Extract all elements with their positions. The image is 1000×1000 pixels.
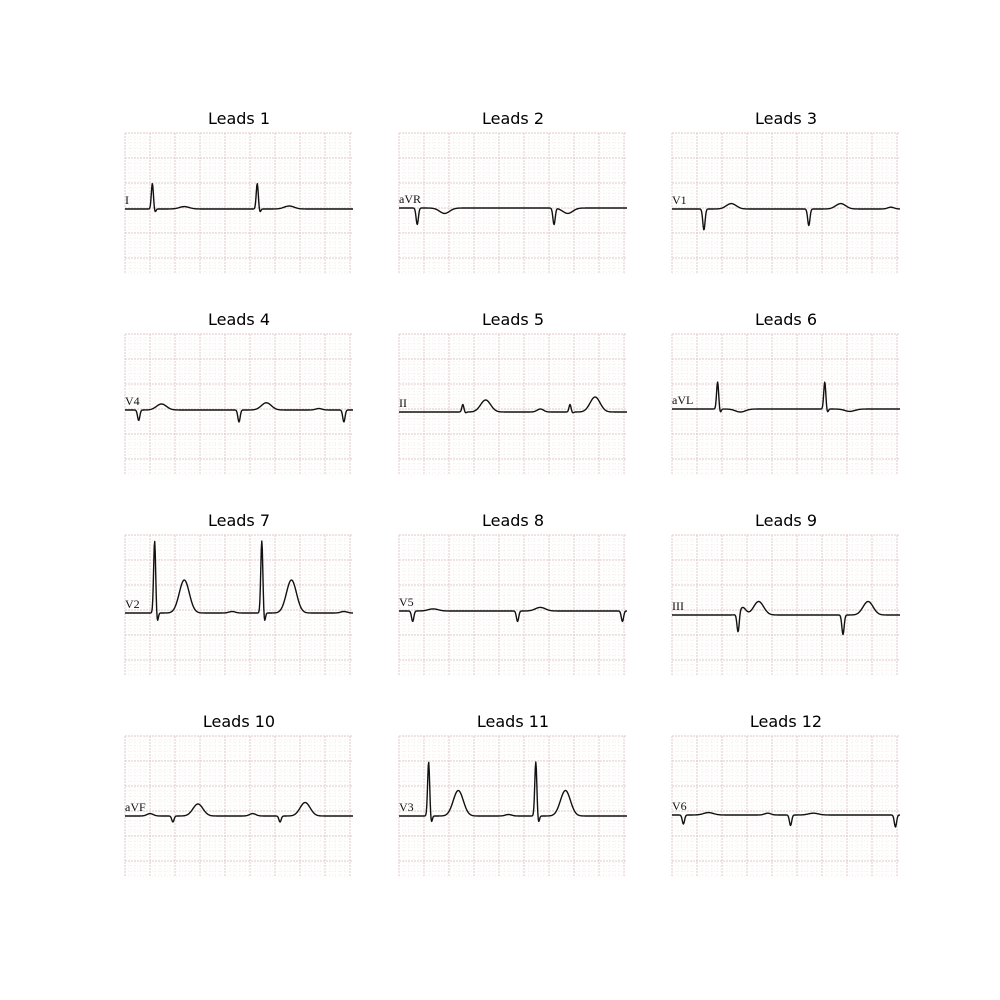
ecg-grid-lines bbox=[398, 534, 627, 676]
ecg-trace bbox=[671, 381, 901, 413]
ecg-trace bbox=[398, 761, 628, 823]
panel-title: Leads 6 bbox=[754, 310, 818, 329]
ecg-strip: V3 bbox=[398, 735, 628, 877]
ecg-trace bbox=[671, 811, 901, 828]
panel-title: Leads 7 bbox=[207, 511, 271, 530]
lead-label: V6 bbox=[672, 799, 687, 813]
ecg-strip: II bbox=[398, 333, 628, 475]
ecg-grid-lines bbox=[671, 534, 900, 676]
ecg-trace bbox=[124, 801, 354, 823]
panel-title: Leads 5 bbox=[481, 310, 545, 329]
panel-title: Leads 8 bbox=[481, 511, 545, 530]
panel-title: Leads 2 bbox=[481, 109, 545, 128]
panel-title: Leads 10 bbox=[202, 712, 276, 731]
lead-label: V3 bbox=[399, 800, 414, 814]
ecg-trace bbox=[671, 202, 901, 231]
lead-label: I bbox=[125, 193, 129, 207]
panel-title: Leads 1 bbox=[207, 109, 271, 128]
lead-label: aVR bbox=[399, 192, 421, 206]
ecg-strip: V5 bbox=[398, 534, 628, 676]
ecg-grid-lines bbox=[398, 735, 627, 877]
ecg-trace bbox=[124, 182, 354, 213]
lead-label: II bbox=[399, 396, 407, 410]
ecg-trace bbox=[124, 402, 354, 423]
ecg-grid-lines bbox=[671, 333, 900, 475]
panel-title: Leads 12 bbox=[749, 712, 823, 731]
lead-label: V1 bbox=[672, 193, 687, 207]
ecg-strip: V6 bbox=[671, 735, 901, 877]
lead-label: V5 bbox=[399, 595, 414, 609]
ecg-grid-lines bbox=[124, 735, 353, 877]
panel-title: Leads 4 bbox=[207, 310, 271, 329]
ecg-trace bbox=[671, 600, 901, 636]
panel-title: Leads 11 bbox=[476, 712, 550, 731]
ecg-strip: III bbox=[671, 534, 901, 676]
ecg-strip: V1 bbox=[671, 132, 901, 274]
lead-label: III bbox=[672, 599, 684, 613]
ecg-strip: aVL bbox=[671, 333, 901, 475]
lead-label: V2 bbox=[125, 597, 140, 611]
panel-title: Leads 9 bbox=[754, 511, 818, 530]
ecg-grid-lines bbox=[398, 333, 627, 475]
ecg-grid-lines bbox=[398, 132, 627, 274]
ecg-trace bbox=[398, 606, 628, 623]
ecg-grid-lines bbox=[124, 333, 353, 475]
ecg-strip: I bbox=[124, 132, 354, 274]
ecg-strip: V2 bbox=[124, 534, 354, 676]
lead-label: V4 bbox=[125, 394, 140, 408]
ecg-grid-lines bbox=[124, 132, 353, 274]
ecg-strip: aVR bbox=[398, 132, 628, 274]
panel-title: Leads 3 bbox=[754, 109, 818, 128]
ecg-grid-lines bbox=[671, 735, 900, 877]
ecg-strip: V4 bbox=[124, 333, 354, 475]
ecg-trace bbox=[124, 540, 354, 621]
ecg-grid-lines bbox=[671, 132, 900, 274]
lead-label: aVL bbox=[672, 393, 693, 407]
ecg-trace bbox=[398, 396, 628, 414]
ecg-strip: aVF bbox=[124, 735, 354, 877]
ecg-grid-lines bbox=[124, 534, 353, 676]
lead-label: aVF bbox=[125, 800, 146, 814]
ecg-trace bbox=[398, 207, 628, 226]
